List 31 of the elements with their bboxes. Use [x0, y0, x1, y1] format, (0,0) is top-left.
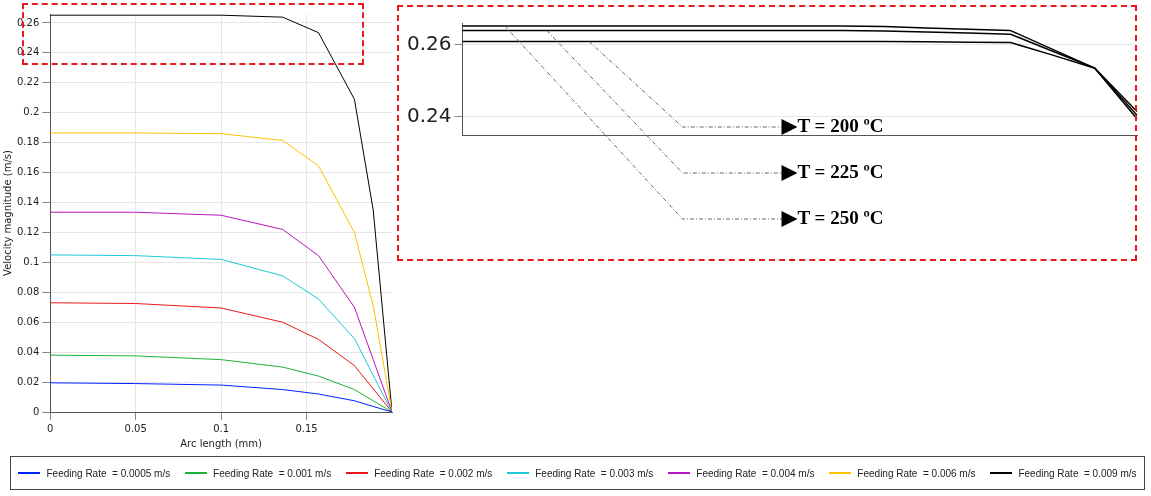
y-tick-label: 0.04 [17, 345, 40, 357]
x-axis-title: Arc length (mm) [180, 437, 263, 449]
legend-label: Feeding Rate = 0.003 m/s [535, 467, 654, 479]
y-axis-title: Velocity magnitude (m/s) [1, 150, 13, 276]
text: T = 225 ºC [797, 160, 884, 182]
y-tick-label: 0.06 [17, 315, 40, 327]
x-tick-label: 0 [47, 422, 54, 434]
legend-label: Feeding Rate = 0.002 m/s [374, 467, 493, 479]
y-tick-label: 0.1 [23, 255, 40, 267]
text: T = 250 ºC [797, 206, 884, 228]
legend-label: Feeding Rate = 0.004 m/s [696, 467, 815, 479]
x-tick-label: 0.15 [295, 422, 318, 434]
legend-label: Feeding Rate = 0.0005 m/s [46, 467, 171, 479]
x-tick-label: 0.05 [124, 422, 147, 434]
legend-label: Feeding Rate = 0.001 m/s [213, 467, 332, 479]
y-tick-label: 0.26 [17, 16, 40, 28]
x-tick-label: 0.1 [213, 422, 230, 434]
y-tick-label: 0.18 [17, 136, 40, 148]
legend-label: Feeding Rate = 0.006 m/s [857, 467, 976, 479]
y-tick-label: 0.12 [17, 226, 40, 238]
y-tick-label: 0.16 [17, 166, 40, 178]
y-tick-label: 0.02 [17, 375, 40, 387]
legend-label: Feeding Rate = 0.009 m/s [1018, 467, 1137, 479]
annotation: T = 200 ºC [797, 114, 884, 136]
y-tick-label: 0.2 [23, 106, 40, 118]
y-tick-label: 0.08 [17, 285, 40, 297]
y-tick-label: 0 [32, 405, 40, 417]
y-tick-label: 0.24 [407, 103, 452, 128]
y-tick-label: 0.14 [17, 196, 40, 208]
y-tick-label: 0.26 [407, 30, 452, 55]
y-tick-label: 0.22 [17, 76, 40, 88]
